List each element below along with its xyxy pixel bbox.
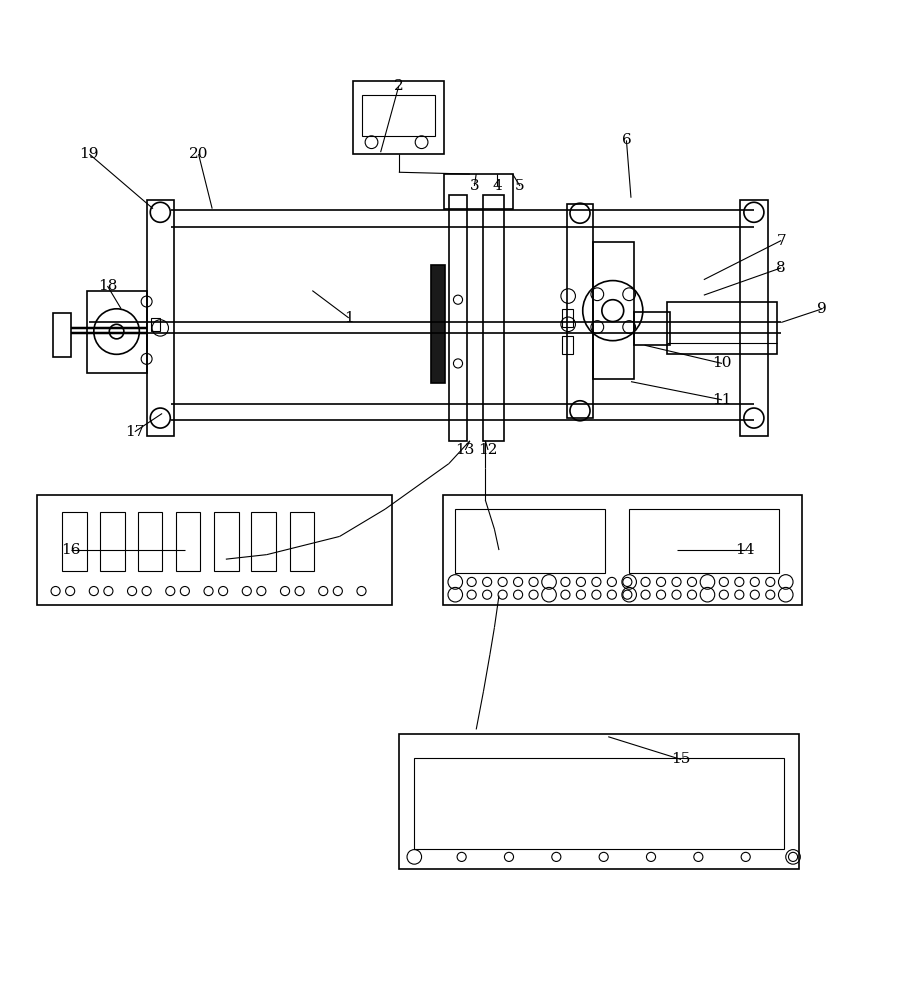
Text: 10: 10: [713, 356, 732, 370]
Text: 20: 20: [189, 147, 208, 161]
Bar: [562, 309, 572, 327]
Bar: [449, 195, 467, 441]
Bar: [629, 509, 780, 573]
Text: 14: 14: [735, 543, 755, 557]
Bar: [431, 265, 445, 383]
Text: 15: 15: [671, 752, 691, 766]
Text: 8: 8: [777, 261, 786, 275]
Text: 11: 11: [713, 393, 732, 407]
Text: 16: 16: [61, 543, 81, 557]
Bar: [567, 204, 593, 418]
Bar: [251, 512, 276, 571]
Text: 18: 18: [98, 279, 117, 293]
Text: 2: 2: [394, 79, 404, 93]
Bar: [442, 495, 802, 605]
Text: 17: 17: [125, 425, 145, 439]
Bar: [634, 312, 671, 345]
Bar: [86, 291, 147, 373]
Bar: [668, 302, 777, 354]
Bar: [562, 336, 572, 354]
Bar: [289, 512, 314, 571]
Bar: [38, 495, 392, 605]
Bar: [455, 509, 605, 573]
Text: 3: 3: [470, 179, 479, 193]
Text: 12: 12: [478, 443, 497, 457]
Text: 19: 19: [80, 147, 99, 161]
Text: 9: 9: [817, 302, 827, 316]
Bar: [53, 313, 71, 357]
Text: 5: 5: [515, 179, 525, 193]
Bar: [137, 512, 162, 571]
Text: 13: 13: [455, 443, 475, 457]
Bar: [740, 200, 768, 436]
Bar: [354, 81, 444, 154]
Bar: [176, 512, 201, 571]
Bar: [593, 242, 634, 379]
Bar: [398, 734, 800, 869]
Text: 7: 7: [777, 234, 786, 248]
Bar: [414, 758, 784, 849]
Bar: [214, 512, 238, 571]
Bar: [151, 318, 160, 331]
Bar: [100, 512, 125, 571]
Bar: [147, 200, 174, 436]
Bar: [62, 512, 86, 571]
Text: 4: 4: [492, 179, 502, 193]
Text: 1: 1: [344, 311, 354, 325]
Bar: [363, 95, 435, 136]
Bar: [444, 174, 513, 209]
Bar: [484, 195, 504, 441]
Text: 6: 6: [622, 133, 631, 147]
